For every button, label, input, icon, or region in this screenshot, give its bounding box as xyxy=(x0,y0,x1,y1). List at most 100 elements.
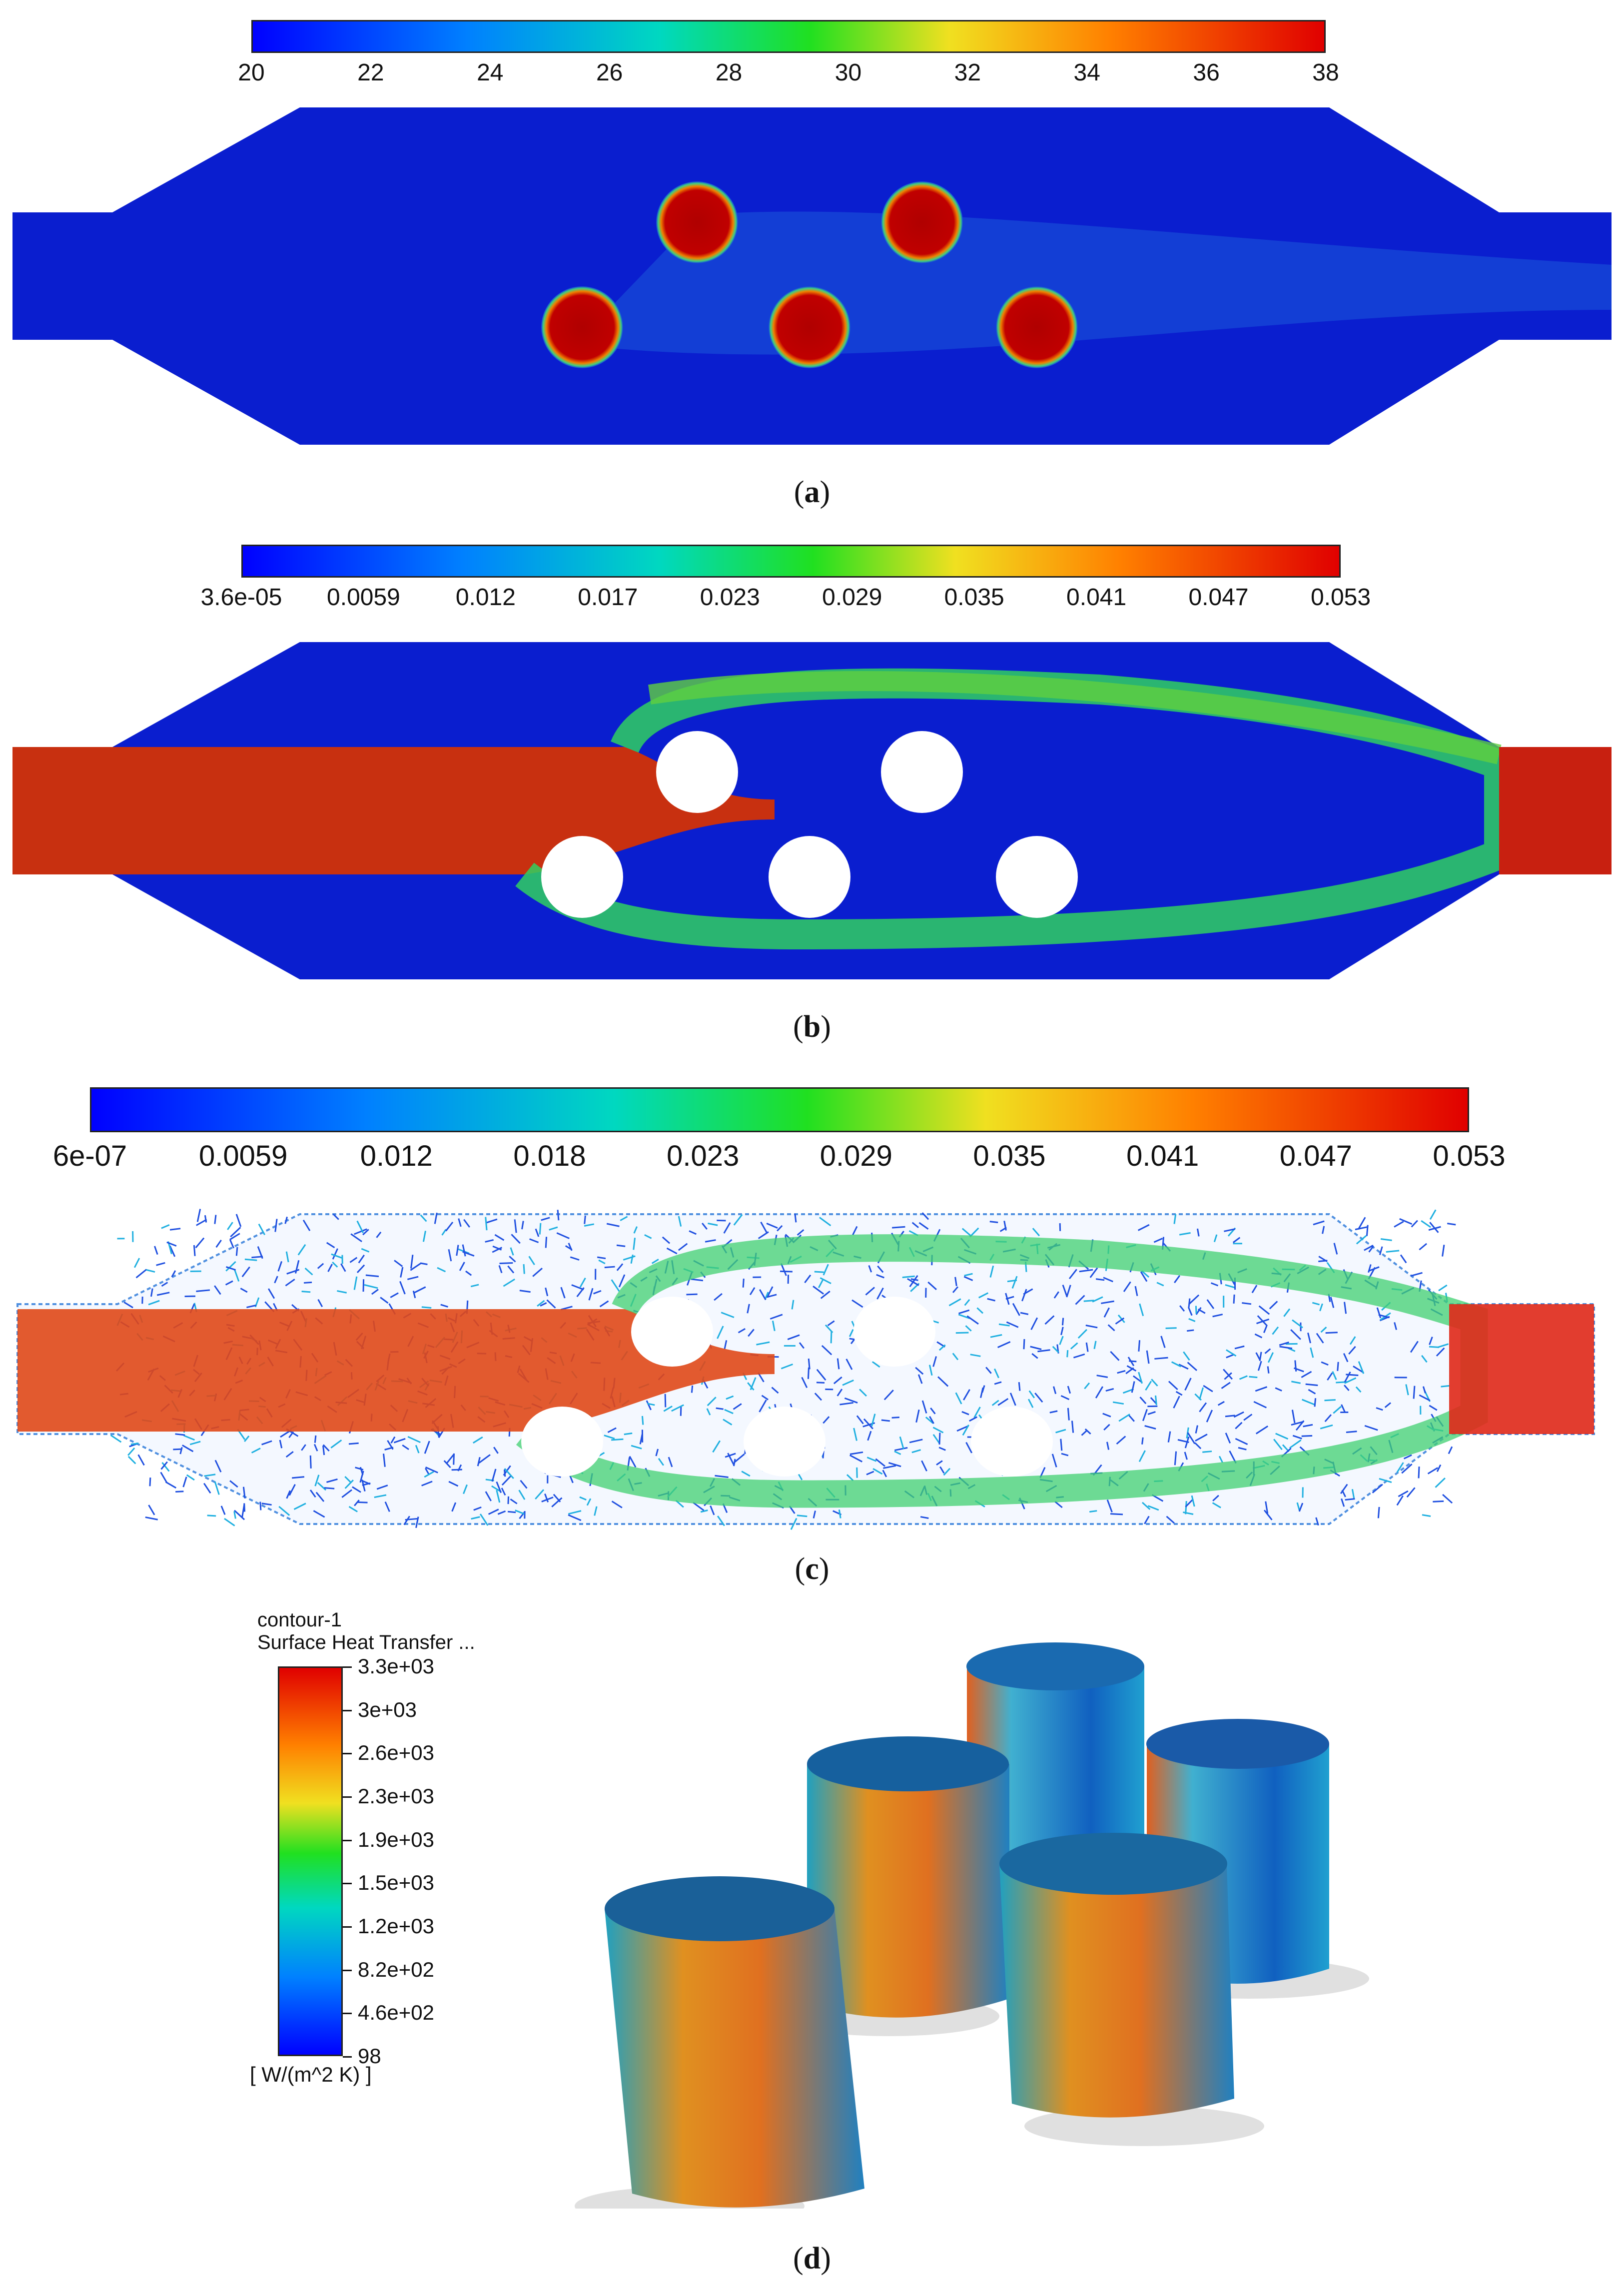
velocity-vector xyxy=(160,1461,168,1470)
velocity-vector xyxy=(883,1390,894,1401)
velocity-vector xyxy=(317,1299,323,1308)
velocity-vector xyxy=(242,1487,246,1499)
heated-cylinder xyxy=(769,286,850,368)
velocity-vector xyxy=(997,1341,1011,1349)
velocity-vector xyxy=(425,1468,430,1475)
velocity-vector xyxy=(928,1365,933,1376)
velocity-vector xyxy=(1188,1298,1191,1308)
velocity-vector xyxy=(437,1267,446,1273)
colorbar-tick-label: 0.047 xyxy=(1279,1140,1352,1172)
velocity-vector xyxy=(707,1397,717,1407)
velocity-vector xyxy=(384,1501,390,1512)
velocity-vector xyxy=(1429,1222,1439,1233)
velocity-vector xyxy=(535,1489,545,1500)
velocity-vector xyxy=(747,1304,750,1314)
colorbar-tick-label: 0.041 xyxy=(1066,584,1127,611)
velocity-vector xyxy=(1294,1360,1297,1372)
velocity-vector xyxy=(973,1407,981,1418)
velocity-vector xyxy=(1344,1371,1351,1383)
velocity-vector xyxy=(186,1474,195,1481)
velocity-vector xyxy=(332,1261,338,1268)
velocity-vector xyxy=(154,1246,158,1255)
velocity-vector xyxy=(233,1510,245,1520)
temperature-contour xyxy=(12,107,1612,445)
velocity-vector xyxy=(1084,1382,1090,1390)
velocity-vector xyxy=(1173,1214,1177,1224)
velocity-vector xyxy=(279,1440,283,1449)
velocity-vector xyxy=(175,1433,185,1436)
velocity-vector xyxy=(1341,1490,1346,1498)
velocity-vector xyxy=(724,1340,728,1349)
velocity-vector xyxy=(314,1435,317,1443)
domain-outline xyxy=(12,642,1612,979)
cylinder-hole xyxy=(769,836,850,918)
velocity-vector xyxy=(655,1449,659,1457)
velocity-vector xyxy=(876,1274,885,1279)
velocity-vector xyxy=(1292,1319,1303,1329)
colorbar-tick-label: 36 xyxy=(1193,59,1220,86)
velocity-vector xyxy=(501,1488,506,1496)
legend-tick-label: 3.3e+03 xyxy=(358,1654,434,1678)
velocity-vector xyxy=(1175,1391,1183,1396)
colorbar-tick-label: 0.0059 xyxy=(198,1140,288,1172)
velocity-vector xyxy=(556,1232,570,1239)
velocity-vector xyxy=(1275,1387,1282,1392)
velocity-vector xyxy=(1092,1296,1103,1303)
velocity-vector xyxy=(723,1222,731,1234)
velocity-vector xyxy=(1254,1333,1263,1339)
velocity-vector xyxy=(473,1436,483,1444)
velocity-vector xyxy=(286,1490,291,1499)
colorbar-tick-label: 0.053 xyxy=(1310,584,1371,611)
legend-tick-label: 3e+03 xyxy=(358,1697,417,1721)
velocity-vector xyxy=(909,1275,918,1288)
velocity-vector xyxy=(1429,1405,1438,1411)
velocity-vector xyxy=(1059,1336,1064,1345)
velocity-vector xyxy=(1379,1478,1392,1484)
velocity-vector xyxy=(781,1363,794,1370)
velocity-vector xyxy=(553,1494,561,1503)
colorbar-tick-label: 3.6e-05 xyxy=(200,584,282,611)
velocity-vector xyxy=(1224,1228,1236,1232)
velocity-vector xyxy=(1154,1357,1168,1360)
velocity-vector xyxy=(1364,1425,1378,1431)
velocity-vector xyxy=(540,1302,547,1307)
velocity-vector xyxy=(297,1244,306,1256)
velocity-vector xyxy=(137,1454,145,1466)
velocity-vector xyxy=(1075,1295,1085,1305)
velocity-vector xyxy=(1084,1428,1091,1435)
velocity-vector xyxy=(1195,1434,1208,1442)
velocity-vector xyxy=(1410,1341,1419,1353)
cylinder-hole xyxy=(541,836,623,918)
velocity-vector xyxy=(229,1239,234,1249)
velocity-vector xyxy=(1032,1228,1040,1237)
velocity-vector xyxy=(1188,1318,1196,1322)
velocity-vector xyxy=(963,1276,973,1281)
velocity-vector xyxy=(241,1266,250,1278)
velocity-vector xyxy=(354,1228,367,1235)
velocity-vector xyxy=(1194,1393,1202,1401)
velocity-vector xyxy=(133,1258,140,1268)
velocity-vector xyxy=(872,1468,883,1475)
velocity-vector xyxy=(588,1288,594,1301)
velocity-vector xyxy=(259,1502,262,1511)
velocity-vector xyxy=(493,1447,499,1454)
velocity-vector xyxy=(863,1418,873,1430)
velocity-vector xyxy=(1351,1489,1355,1499)
velocity-vector xyxy=(1037,1349,1050,1353)
velocity-vector xyxy=(1436,1464,1442,1472)
heated-cylinder xyxy=(996,286,1078,368)
velocity-vector xyxy=(993,1368,999,1379)
velocity-vector xyxy=(1419,1394,1431,1402)
velocity-vector xyxy=(1178,1364,1189,1370)
legend-tick-label: 98 xyxy=(358,2044,381,2068)
velocity-vector xyxy=(618,1274,626,1288)
velocity-vector xyxy=(510,1499,518,1505)
velocity-vector xyxy=(747,1382,755,1391)
colorbar-c xyxy=(90,1087,1469,1132)
velocity-vector xyxy=(148,1505,155,1516)
velocity-vector xyxy=(173,1448,182,1451)
velocity-vector xyxy=(1060,1327,1064,1336)
velocity-vector xyxy=(365,1274,379,1277)
velocity-vector xyxy=(1224,1372,1232,1380)
velocity-vector xyxy=(448,1481,459,1487)
